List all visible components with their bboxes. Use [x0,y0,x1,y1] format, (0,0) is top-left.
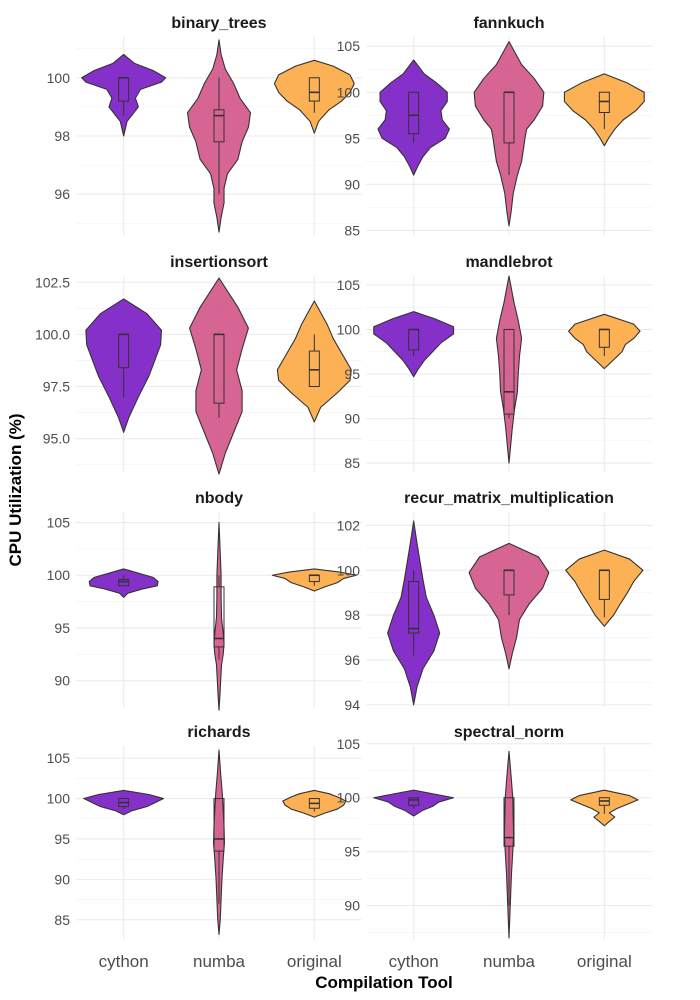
y-tick-label: 97.5 [43,379,70,395]
y-tick-label: 102.5 [35,274,70,290]
panel-mandlebrot: mandlebrot 85 90 95 100 105 [337,254,652,472]
violin-numba [213,521,225,711]
panel-title: binary_trees [171,15,266,32]
violin-cython [81,53,167,137]
y-tick-label: 90 [344,898,360,914]
panel-title: spectral_norm [454,724,564,741]
y-tick-label: 95 [344,844,360,860]
box-cython [408,580,420,634]
violin-numba [212,749,226,935]
y-tick-label: 100 [337,84,361,100]
panel-title: insertionsort [170,254,268,271]
box-original [598,91,610,114]
panel-recur-matrix-multiplication: recur_matrix_multiplication 94 96 98 100 102 [337,490,652,713]
y-tick-label: 98 [54,128,70,144]
x-tick-label-cython: cython [99,952,149,971]
box-numba [213,109,225,143]
y-tick-label: 100 [47,70,71,86]
violin-original [568,313,641,370]
x-axis-title: Compilation Tool [315,973,453,992]
panels-layer: binary_trees9698100fannkuch859095100105i… [35,15,652,971]
panel-title: richards [187,724,250,741]
y-tick-label: 100 [337,562,361,578]
y-tick-label: 102 [337,517,361,533]
panel-richards: richards 85 90 95 100 105 cython numba original [47,724,362,971]
y-tick-label: 95 [54,620,70,636]
violin-original [271,568,357,592]
box-numba [213,586,225,648]
y-tick-label: 100 [47,791,71,807]
violin-numba [189,277,249,475]
y-tick-label: 96 [54,186,70,202]
y-tick-label: 100.0 [35,326,70,342]
panel-title: fannkuch [473,15,544,32]
y-tick-label: 85 [344,455,360,471]
violin-numba [186,39,252,233]
x-tick-label-numba: numba [483,952,536,971]
violin-numba [495,275,523,464]
panel-title: recur_matrix_multiplication [404,490,614,507]
y-tick-label: 105 [337,277,361,293]
x-tick-label-original: original [577,952,632,971]
violin-original [563,73,645,147]
y-tick-label: 95 [344,130,360,146]
box-original [308,77,320,102]
violin-original [565,549,644,627]
violin-numba [473,41,545,227]
y-tick-label: 85 [344,222,360,238]
box-cython [118,578,130,587]
box-numba [213,798,225,852]
panel-title: nbody [195,490,243,507]
y-tick-label: 90 [344,411,360,427]
y-tick-label: 95.0 [43,431,70,447]
x-tick-label-numba: numba [193,952,246,971]
y-tick-label: 95 [344,366,360,382]
y-tick-label: 105 [337,38,361,54]
y-axis-title: CPU Utilization (%) [6,414,25,567]
box-numba [503,797,515,847]
y-tick-label: 98 [344,607,360,623]
y-tick-label: 85 [54,912,70,928]
y-tick-label: 100 [337,790,361,806]
panel-binary-trees: binary_trees 96 98 100 [47,15,362,235]
violin-cython [387,520,441,706]
y-tick-label: 100 [47,567,71,583]
box-cython [408,91,420,135]
y-tick-label: 96 [344,652,360,668]
panel-nbody: nbody 90 95 100 105 [47,490,362,711]
y-tick-label: 105 [337,736,361,752]
violin-numba [503,750,515,939]
y-tick-label: 100 [337,321,361,337]
y-tick-label: 105 [47,515,71,531]
box-original [308,350,320,388]
y-tick-label: 90 [54,673,70,689]
violin-cython [85,298,163,433]
violin-original [276,300,352,423]
box-cython [408,797,420,806]
violin-original [273,59,355,134]
panel-spectral-norm: spectral_norm 90 95 100 105 cython numba origin… [337,724,652,971]
box-numba [503,328,515,415]
x-tick-label-original: original [287,952,342,971]
y-tick-label: 90 [54,871,70,887]
y-tick-label: 94 [344,697,360,713]
x-tick-label-cython: cython [389,952,439,971]
panel-title: mandlebrot [465,254,553,271]
panel-insertionsort: insertionsort 95.0 97.5 100.0 102.5 [35,254,362,475]
y-tick-label: 95 [54,831,70,847]
violin-cython [373,311,455,378]
violin-cython [88,568,159,598]
y-tick-label: 105 [47,750,71,766]
y-tick-label: 90 [344,176,360,192]
violin-cython [377,59,450,176]
panel-fannkuch: fannkuch 85 90 95 100 105 [337,15,652,238]
violin-cython [373,789,455,817]
